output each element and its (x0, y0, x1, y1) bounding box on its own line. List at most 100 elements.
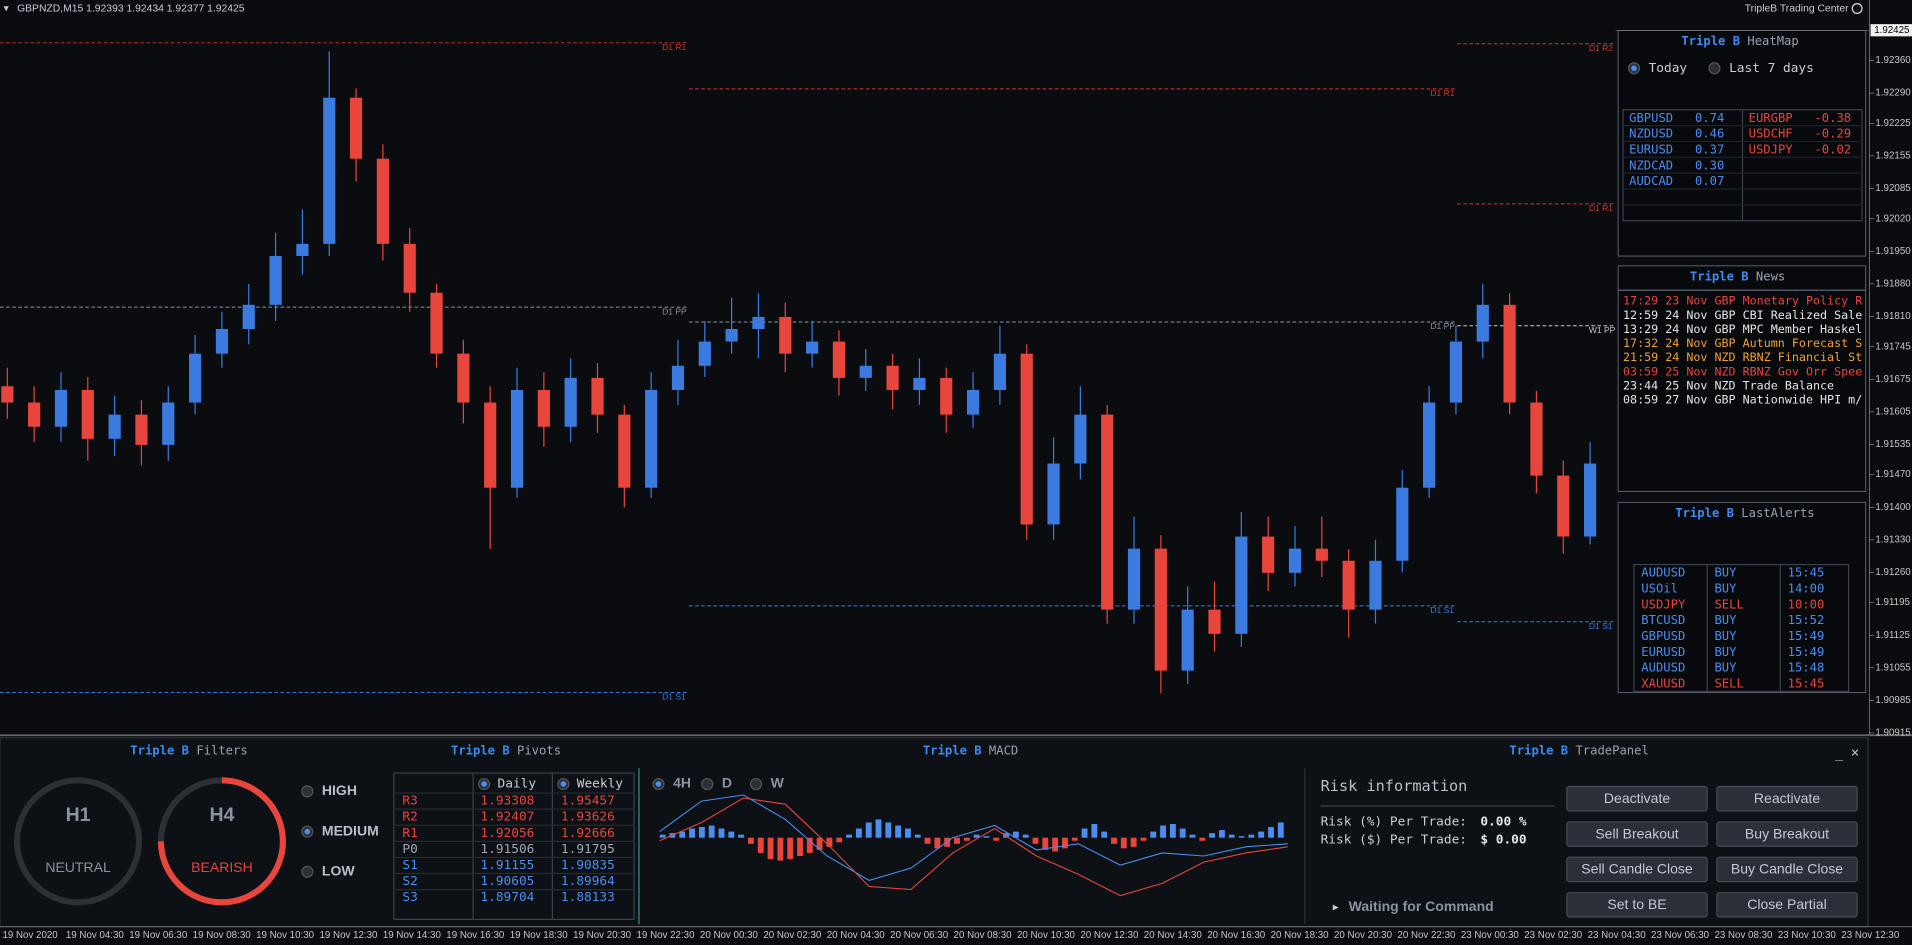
radio[interactable] (301, 865, 314, 878)
column-header: Daily (498, 777, 537, 792)
panel-title: Pivots (517, 744, 561, 758)
candle-body (108, 414, 121, 439)
macd-bar (806, 837, 813, 853)
radio-label: D (722, 775, 732, 791)
pivot-label: D1 PP (1430, 321, 1455, 331)
pivot-cell: R3 (402, 794, 417, 809)
x-tick-label: 23 Nov 08:30 (1714, 930, 1773, 941)
macd-bar (973, 834, 980, 838)
candle-body (269, 255, 282, 305)
radio-label: 4H (673, 775, 691, 791)
menu-arrow: ▼ (4, 4, 10, 14)
y-tick-label: 1.91880 (1875, 278, 1911, 289)
radio[interactable] (701, 777, 714, 791)
pivot-label: D1 R2 (1589, 43, 1613, 53)
pivot-label: D1 S1 (662, 692, 686, 702)
radio[interactable] (301, 785, 314, 798)
candle-body (618, 414, 631, 488)
alert-cell: SELL (1714, 597, 1743, 611)
radio[interactable] (749, 777, 763, 791)
y-tick-label: 1.91195 (1875, 597, 1910, 608)
symbol-line: GBPNZD,M15 1.92393 1.92434 1.92377 1.924… (17, 3, 245, 14)
column-header: Weekly (577, 777, 624, 792)
button[interactable] (1566, 821, 1708, 847)
x-tick-label: 19 Nov 08:30 (193, 930, 252, 941)
macd-bar (914, 834, 921, 838)
alert-cell: 15:48 (1788, 661, 1825, 675)
button-label: Set to BE (1607, 896, 1666, 912)
alert-cell: AUDUSD (1641, 566, 1685, 580)
close-button[interactable]: ✕ (1851, 745, 1859, 760)
y-tick-label: 1.91260 (1875, 567, 1911, 578)
macd-bar (787, 837, 794, 860)
button[interactable] (1566, 891, 1708, 918)
pivot-cell: R2 (402, 810, 417, 825)
pivot-cell: R1 (402, 826, 417, 841)
candle-body (913, 377, 926, 390)
button[interactable] (1716, 821, 1858, 847)
button[interactable] (1716, 856, 1858, 883)
candle-body (135, 414, 148, 445)
strength: -0.02 (1814, 142, 1851, 156)
button-label: Sell Breakout (1595, 825, 1678, 841)
alert-cell: BUY (1714, 661, 1737, 675)
alert-cell: 15:45 (1788, 566, 1825, 580)
macd-bar (1052, 837, 1059, 852)
candles: D1 R1 D1 PP D1 S1 D1 R1 D1 PP D1 S1 D1 R2 D1 R1… (0, 42, 1616, 702)
alert-cell: 15:49 (1788, 645, 1825, 659)
y-tick-label: 1.92155 (1875, 150, 1911, 161)
candle-body (1315, 548, 1328, 561)
pair: USDJPY (1749, 142, 1794, 156)
button[interactable] (1566, 856, 1708, 883)
candle-body (886, 365, 899, 390)
status-icon: ▶ (1333, 902, 1339, 913)
pivot-cell: 1.92666 (561, 826, 615, 841)
x-tick-label: 19 Nov 12:30 (319, 930, 378, 941)
panel-brand: Triple B (451, 744, 510, 758)
risk-label: Risk ($) Per Trade: (1321, 833, 1467, 848)
macd-bar (757, 837, 764, 853)
macd-bar (1169, 823, 1176, 838)
panels: Triple B HeatMap Today Last 7 days GBPUSD 0.7… (14, 29, 1867, 925)
alert-cell: 15:45 (1788, 677, 1825, 691)
y-tick-label: 1.91950 (1875, 246, 1911, 257)
alert-cell: 10:00 (1788, 597, 1825, 611)
button[interactable] (1566, 785, 1708, 812)
candle-body (591, 377, 604, 415)
button[interactable] (1716, 891, 1858, 918)
pair: USDCHF (1749, 127, 1793, 141)
candle-body (832, 341, 846, 378)
panel-title: Filters (196, 744, 247, 758)
candle-body (993, 353, 1006, 390)
button[interactable] (1716, 785, 1858, 812)
x-tick-label: 20 Nov 06:30 (890, 930, 949, 941)
alert-cell: BUY (1714, 629, 1737, 643)
minimize-button[interactable]: _ (1835, 747, 1844, 762)
pivot-label: D1 S1 (1589, 621, 1613, 631)
x-tick-label: 20 Nov 18:30 (1271, 930, 1330, 941)
alert-cell: USDJPY (1641, 597, 1686, 611)
alerts-panel (1617, 501, 1867, 694)
candle-body (1, 386, 14, 403)
alert-cell: XAUUSD (1641, 677, 1685, 691)
y-tick-label: 1.91330 (1875, 534, 1911, 545)
gauge-timeframe: H1 (66, 804, 91, 826)
macd-bar (885, 822, 892, 838)
news-item: 17:29 23 Nov GBP Monetary Policy R (1623, 294, 1863, 308)
gauge-ring (14, 777, 143, 906)
radio-label: W (771, 775, 785, 791)
macd-bar (1061, 837, 1068, 849)
macd-bar (1130, 837, 1137, 847)
pivot-cell: 1.93626 (561, 810, 615, 825)
radio[interactable] (1708, 62, 1721, 75)
candle-body (1583, 463, 1597, 537)
macd-bar (777, 837, 784, 861)
risk-label: Risk (%) Per Trade: (1321, 814, 1467, 829)
candle-body (1101, 414, 1114, 610)
x-tick-label: 20 Nov 12:30 (1080, 930, 1139, 941)
strength: 0.07 (1695, 174, 1724, 188)
macd-bar (865, 822, 872, 838)
brand-icon (1851, 3, 1863, 15)
news-item: 17:32 24 Nov GBP Autumn Forecast S (1623, 336, 1862, 350)
candle-body (510, 389, 524, 488)
